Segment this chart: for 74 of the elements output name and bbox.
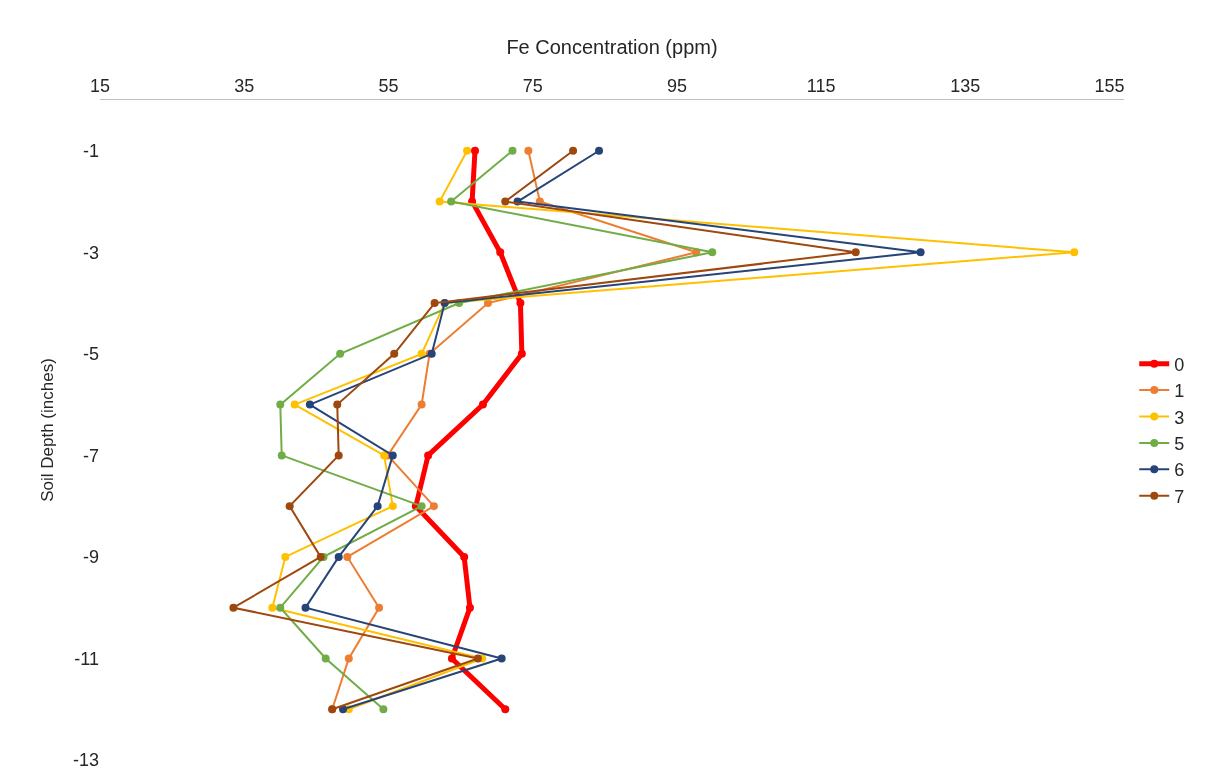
- legend-label: 3: [1174, 407, 1185, 428]
- point: [336, 349, 345, 358]
- x-tick-label: 115: [806, 75, 836, 96]
- point: [305, 400, 314, 409]
- legend-label: 6: [1174, 460, 1185, 481]
- point: [501, 197, 510, 206]
- point: [276, 400, 285, 409]
- y-tick-label: -7: [82, 445, 99, 466]
- point: [334, 451, 343, 460]
- point: [497, 654, 506, 663]
- point: [508, 146, 517, 155]
- point: [290, 400, 299, 409]
- y-tick-label: -3: [82, 242, 99, 263]
- point: [851, 248, 860, 257]
- point: [463, 146, 472, 155]
- point: [470, 146, 479, 155]
- point: [388, 451, 397, 460]
- point: [343, 552, 352, 561]
- point: [301, 603, 310, 612]
- x-axis-title: Fe Concentration (ppm): [506, 36, 718, 59]
- point: [373, 502, 382, 511]
- point: [473, 654, 482, 663]
- point: [524, 146, 533, 155]
- y-tick-label: -13: [72, 750, 99, 771]
- point: [417, 502, 426, 511]
- x-tick-label: 95: [666, 75, 687, 96]
- point: [268, 603, 277, 612]
- point: [229, 603, 238, 612]
- point: [417, 400, 426, 409]
- point: [595, 146, 604, 155]
- point: [465, 603, 474, 612]
- x-tick-label: 75: [522, 75, 543, 96]
- point: [517, 349, 526, 358]
- point: [501, 705, 510, 714]
- y-tick-label: -1: [82, 141, 99, 162]
- y-axis-title: Soil Depth (inches): [37, 358, 57, 502]
- point: [281, 552, 290, 561]
- point: [1070, 248, 1079, 257]
- point: [285, 502, 294, 511]
- x-tick-label: 15: [89, 75, 111, 96]
- point: [496, 248, 505, 257]
- legend-label: 0: [1174, 354, 1185, 375]
- point: [375, 603, 384, 612]
- y-tick-label: -5: [82, 344, 99, 365]
- y-tick-label: -11: [74, 648, 99, 669]
- point: [478, 400, 487, 409]
- legend-label: 7: [1174, 486, 1185, 507]
- point: [430, 299, 439, 308]
- point: [429, 502, 438, 511]
- point: [379, 705, 388, 714]
- point: [424, 451, 433, 460]
- point: [569, 146, 578, 155]
- x-tick-label: 155: [1094, 75, 1125, 96]
- point: [388, 502, 397, 511]
- legend-label: 1: [1174, 381, 1185, 402]
- point: [390, 349, 399, 358]
- x-tick-label: 135: [950, 75, 981, 96]
- point: [334, 552, 343, 561]
- point: [276, 603, 285, 612]
- point: [333, 400, 342, 409]
- point: [321, 654, 330, 663]
- point: [460, 552, 469, 561]
- point: [916, 248, 925, 257]
- y-tick-label: -9: [82, 547, 99, 568]
- point: [447, 197, 456, 206]
- point: [344, 654, 353, 663]
- point: [708, 248, 717, 257]
- x-tick-label: 55: [378, 75, 399, 96]
- point: [447, 654, 456, 663]
- point: [435, 197, 444, 206]
- legend-label: 5: [1174, 433, 1185, 454]
- point: [516, 299, 525, 308]
- x-tick-label: 35: [234, 75, 255, 96]
- point: [277, 451, 286, 460]
